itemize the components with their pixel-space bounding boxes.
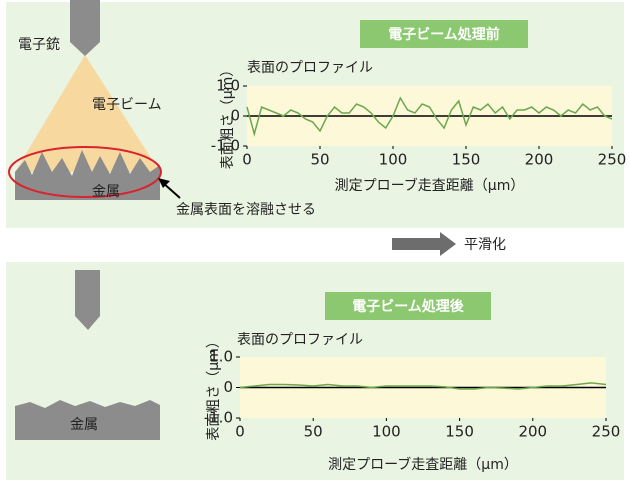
x-axis-label: 測定プローブ走査距離（μm） (335, 177, 525, 194)
x-tick-label: 200 (525, 151, 554, 169)
y-tick-label: 1.0 (209, 348, 233, 366)
chart-subtitle: 表面のプロファイル (237, 332, 363, 348)
y-tick-label: 1.0 (216, 77, 240, 95)
label: 金属 (92, 184, 120, 200)
figure: 電子銃 電子ビーム 金属 金属表面を溶融させる 平滑化 金属 電子ビーム処理前表… (0, 0, 629, 486)
x-tick-label: 200 (518, 423, 547, 441)
chart-subtitle: 表面のプロファイル (247, 60, 373, 76)
x-tick-label: 50 (310, 151, 329, 169)
y-tick-label: -1.0 (211, 137, 240, 155)
label: 金属表面を溶融させる (176, 202, 316, 218)
chart-title: 電子ビーム処理前 (388, 26, 500, 43)
x-tick-label: 150 (445, 423, 474, 441)
y-tick-label: -1.0 (204, 409, 233, 427)
label: 平滑化 (464, 236, 506, 253)
y-tick-label: 0 (230, 107, 240, 125)
x-tick-label: 0 (242, 151, 252, 169)
x-tick-label: 100 (379, 151, 408, 169)
x-tick-label: 250 (598, 151, 627, 169)
label: 金属 (70, 417, 98, 433)
x-tick-label: 0 (235, 423, 245, 441)
x-tick-label: 150 (452, 151, 481, 169)
chart-title: 電子ビーム処理後 (352, 298, 465, 315)
x-axis-label: 測定プローブ走査距離（μm） (328, 456, 518, 473)
y-tick-label: 0 (223, 378, 233, 396)
x-tick-label: 250 (592, 423, 621, 441)
label: 電子ビーム (92, 97, 162, 113)
x-tick-label: 50 (304, 423, 323, 441)
label: 電子銃 (18, 37, 60, 53)
x-tick-label: 100 (372, 423, 401, 441)
smooth-arrow (392, 232, 456, 256)
